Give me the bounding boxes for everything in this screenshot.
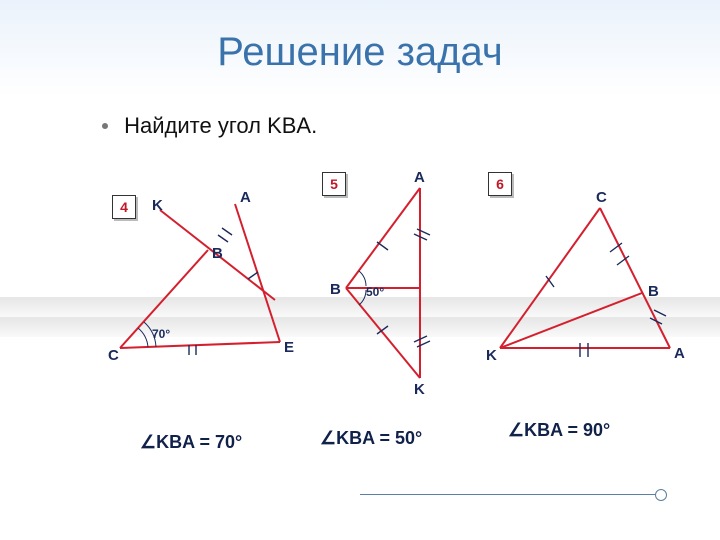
geometry-figure: K A B C E 70° — [100, 180, 300, 390]
svg-text:E: E — [284, 339, 294, 356]
footer-circle — [655, 489, 667, 501]
svg-text:B: B — [330, 281, 341, 298]
answer-text: ∠KBA = 70° — [140, 432, 242, 453]
answer-text: ∠KBA = 50° — [320, 428, 422, 449]
task-text: Найдите угол KBA. — [124, 113, 317, 138]
svg-text:B: B — [648, 283, 659, 300]
svg-text:50°: 50° — [366, 285, 384, 299]
footer-rule — [360, 494, 660, 495]
svg-text:A: A — [414, 169, 425, 186]
svg-text:K: K — [486, 347, 497, 364]
svg-text:70°: 70° — [152, 327, 170, 341]
svg-text:C: C — [596, 189, 607, 206]
geometry-figure: A B K 50° — [310, 168, 470, 398]
svg-text:B: B — [212, 245, 223, 262]
bullet-dot — [102, 123, 108, 129]
slide-title: Решение задач — [0, 30, 720, 75]
svg-text:K: K — [152, 197, 163, 214]
svg-text:A: A — [674, 345, 685, 362]
answer-text: ∠KBA = 90° — [508, 420, 610, 441]
svg-text:A: A — [240, 189, 251, 206]
svg-text:C: C — [108, 347, 119, 364]
task-bullet: Найдите угол KBA. — [102, 112, 317, 139]
svg-text:K: K — [414, 381, 425, 398]
geometry-figure: C B A K — [480, 178, 690, 388]
